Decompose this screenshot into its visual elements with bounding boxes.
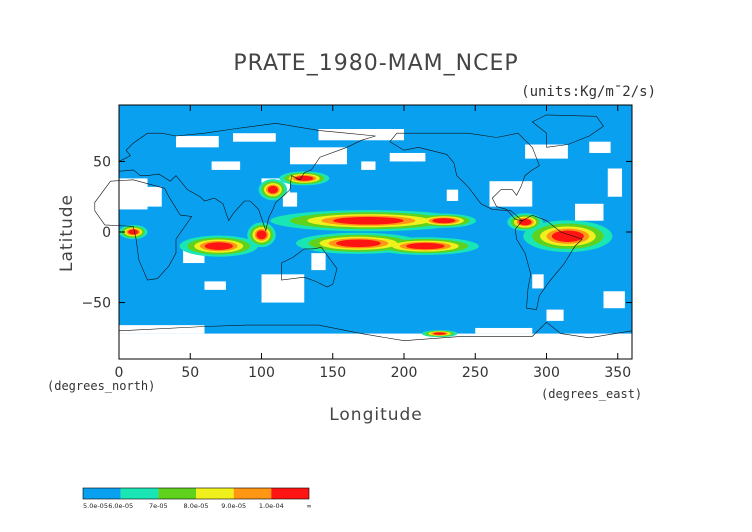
missing-data-patch xyxy=(411,152,426,162)
y-axis-title: Latitude xyxy=(57,194,77,272)
colorbar-swatch xyxy=(158,488,196,499)
coastlines xyxy=(94,114,633,342)
colorbar: 5.0e-05 6.0e-05 7e-05 8.0e-05 9.0e-05 1.0e-04… xyxy=(82,487,312,510)
coastline-path xyxy=(389,132,540,222)
precip-contour xyxy=(335,239,381,248)
colorbar-subswatch xyxy=(290,488,309,499)
missing-data-patch xyxy=(389,152,419,162)
colorbar-label: 7e-05 xyxy=(149,502,168,510)
colorbar-label: 6.0e-05 xyxy=(108,502,133,510)
coastline-path xyxy=(281,247,338,288)
missing-data-patch xyxy=(119,325,205,334)
colorbar-label: 1.0e-04 xyxy=(259,502,284,510)
precipitation-contours xyxy=(119,171,613,338)
colorbar-frame xyxy=(82,487,310,500)
y-tick-label: 0 xyxy=(102,225,111,241)
precip-contour xyxy=(204,242,233,250)
missing-data-patch xyxy=(147,186,162,207)
colorbar-label: 8.0e-05 xyxy=(184,502,209,510)
missing-data-patch xyxy=(532,274,544,289)
missing-data-patch xyxy=(607,168,623,197)
y-tick-label: 50 xyxy=(93,154,111,170)
x-tick-label: 50 xyxy=(181,365,199,381)
missing-data-patch xyxy=(489,181,533,207)
units-label: (units:Kg/m¯2/s) xyxy=(521,84,656,100)
x-tick-label: 350 xyxy=(604,365,631,381)
map-title: PRATE_1980-MAM_NCEP xyxy=(233,51,518,76)
missing-data-patch xyxy=(589,141,611,153)
colorbar-subswatch xyxy=(139,488,159,499)
colorbar-subswatch xyxy=(252,488,272,499)
missing-data-patch xyxy=(282,192,298,207)
coastline-path xyxy=(94,179,193,281)
colorbar-label: ∞ xyxy=(306,502,311,510)
missing-data-patch xyxy=(119,178,148,210)
missing-data-patch xyxy=(204,281,226,290)
missing-data-patch xyxy=(603,291,625,309)
y-tick-label: −50 xyxy=(81,296,111,312)
x-tick-label: 300 xyxy=(533,365,560,381)
missing-data-patch xyxy=(176,136,219,148)
precip-contour xyxy=(267,185,279,194)
missing-data-patch xyxy=(575,203,604,221)
coastline-path xyxy=(531,114,604,148)
precip-contour xyxy=(551,230,584,242)
colorbar-subswatch xyxy=(101,488,121,499)
colorbar-subswatch xyxy=(214,488,234,499)
missing-data-patch xyxy=(119,333,632,359)
x-axis: 0 50 100 150 200 250 300 350 xyxy=(115,105,631,381)
missing-data-patch xyxy=(290,147,347,165)
coastline-path xyxy=(118,122,376,232)
x-tick-label: 150 xyxy=(319,365,346,381)
x-tick-label: 250 xyxy=(462,365,489,381)
x-tick-label: 100 xyxy=(248,365,275,381)
precip-contour xyxy=(432,218,456,224)
missing-data-patch xyxy=(525,144,568,159)
missing-data-patch xyxy=(446,189,459,201)
missing-data-patch xyxy=(475,327,533,334)
precip-contour xyxy=(406,242,445,250)
map-plot-area xyxy=(94,104,633,360)
precip-contour xyxy=(295,175,314,181)
coastline-path xyxy=(118,321,633,342)
missing-data-patch xyxy=(211,161,241,170)
colorbar-subswatch xyxy=(177,488,196,499)
missing-data-patch xyxy=(546,309,564,321)
x-tick-label: 0 xyxy=(115,365,124,381)
precip-contour xyxy=(128,229,139,235)
coastline-path xyxy=(514,214,583,310)
colorbar-label: 9.0e-05 xyxy=(221,502,246,510)
missing-data-patch xyxy=(361,161,376,170)
y-axis: 50 0 −50 xyxy=(81,154,632,312)
x-axis-title: Longitude xyxy=(329,405,423,425)
missing-data-patch xyxy=(233,133,276,142)
precip-contour xyxy=(256,230,267,240)
y-axis-unit-note: (degrees_north) xyxy=(47,379,155,393)
precip-contour xyxy=(518,218,532,226)
colorbar-label: 5.0e-05 xyxy=(83,502,108,510)
precip-contour xyxy=(433,332,447,335)
missing-data-patch xyxy=(311,253,326,271)
x-tick-label: 200 xyxy=(391,365,418,381)
missing-data-patch xyxy=(261,274,305,303)
precip-contour xyxy=(333,216,404,225)
x-axis-unit-note: (degrees_east) xyxy=(541,387,642,401)
